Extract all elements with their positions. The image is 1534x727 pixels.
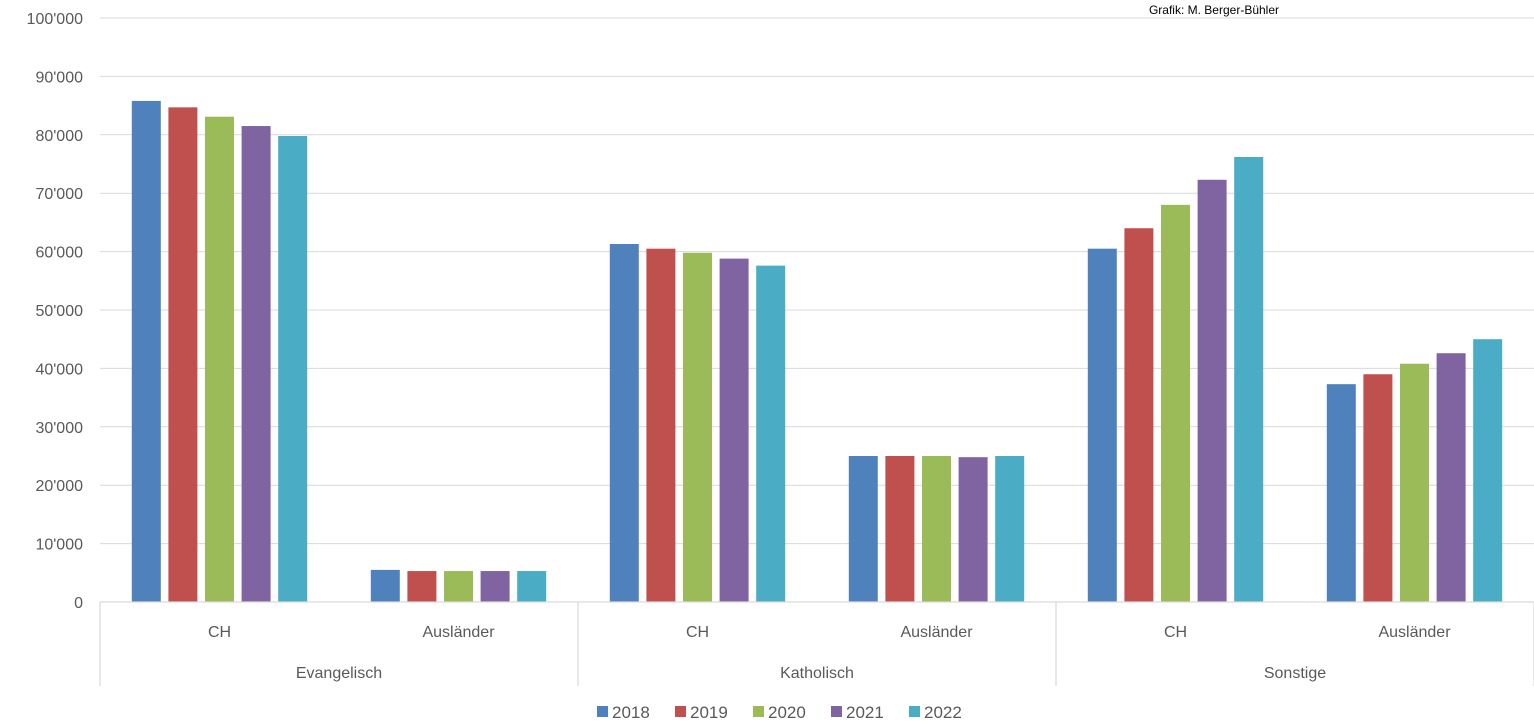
bars [131,100,1503,603]
bar-2020 [1161,204,1190,602]
bar-2018 [848,456,878,602]
y-tick-label: 0 [74,595,83,612]
legend-label-2022: 2022 [924,703,962,722]
y-tick-label: 90'000 [35,69,83,86]
bar-2020 [444,571,473,602]
bar-2019 [407,571,437,602]
x-sub-label: CH [686,624,709,641]
bar-2022 [278,135,308,602]
bar-2019 [168,107,198,603]
chart-credit: Grafik: M. Berger-Bühler [1149,3,1279,17]
category-axis: CH Ausländer CH Ausländer CH Ausländer Evangel… [99,601,1534,686]
bar-2018 [1087,248,1117,602]
y-tick-label: 80'000 [35,128,83,145]
bar-2021 [1436,353,1466,602]
x-group-label: Sonstige [1264,665,1326,682]
legend-label-2018: 2018 [612,703,650,722]
legend-label-2019: 2019 [690,703,728,722]
y-tick-label: 70'000 [35,186,83,203]
legend-swatch-2022 [909,706,920,717]
y-tick-label: 50'000 [35,303,83,320]
y-tick-label: 100'000 [27,11,84,28]
y-tick-label: 40'000 [35,361,83,378]
bar-2022 [1473,339,1503,602]
bar-2019 [1363,374,1393,602]
bar-2019 [1124,228,1154,603]
y-tick-label: 20'000 [35,478,83,495]
bar-2019 [646,248,676,602]
legend-swatch-2021 [831,706,842,717]
bar-2021 [241,126,271,602]
legend-swatch-2019 [675,706,686,717]
bar-2019 [885,456,915,602]
bar-2022 [756,265,786,602]
legend: 2018 2019 2020 2021 2022 [597,703,962,722]
bar-2018 [370,569,400,602]
bar-2018 [609,244,639,602]
y-tick-label: 30'000 [35,420,83,437]
x-sub-label: Ausländer [1378,624,1451,641]
y-tick-label: 60'000 [35,245,83,262]
x-group-label: Katholisch [780,665,854,682]
legend-swatch-2018 [597,706,608,717]
bar-2022 [995,456,1025,602]
y-tick-label: 10'000 [35,537,83,554]
bar-2021 [719,258,749,602]
bar-2020 [683,252,712,602]
legend-label-2021: 2021 [846,703,884,722]
bar-2022 [517,571,547,602]
x-group-label: Evangelisch [296,665,382,682]
bar-2018 [131,100,161,602]
bar-2022 [1234,156,1264,602]
bar-2018 [1326,384,1356,602]
x-sub-label: CH [1164,624,1187,641]
bar-2021 [958,457,988,602]
x-sub-label: Ausländer [422,624,495,641]
bar-2021 [480,571,510,602]
bar-2020 [1400,363,1429,602]
bar-2021 [1197,179,1227,602]
legend-label-2020: 2020 [768,703,806,722]
x-sub-label: CH [208,624,231,641]
y-axis-tick-labels: 0 10'000 20'000 30'000 40'000 50'000 60'000 70'… [27,11,84,612]
x-sub-label: Ausländer [900,624,973,641]
bar-2020 [205,116,234,603]
gridlines [100,17,1534,545]
legend-swatch-2020 [753,706,764,717]
bar-2020 [922,456,951,602]
